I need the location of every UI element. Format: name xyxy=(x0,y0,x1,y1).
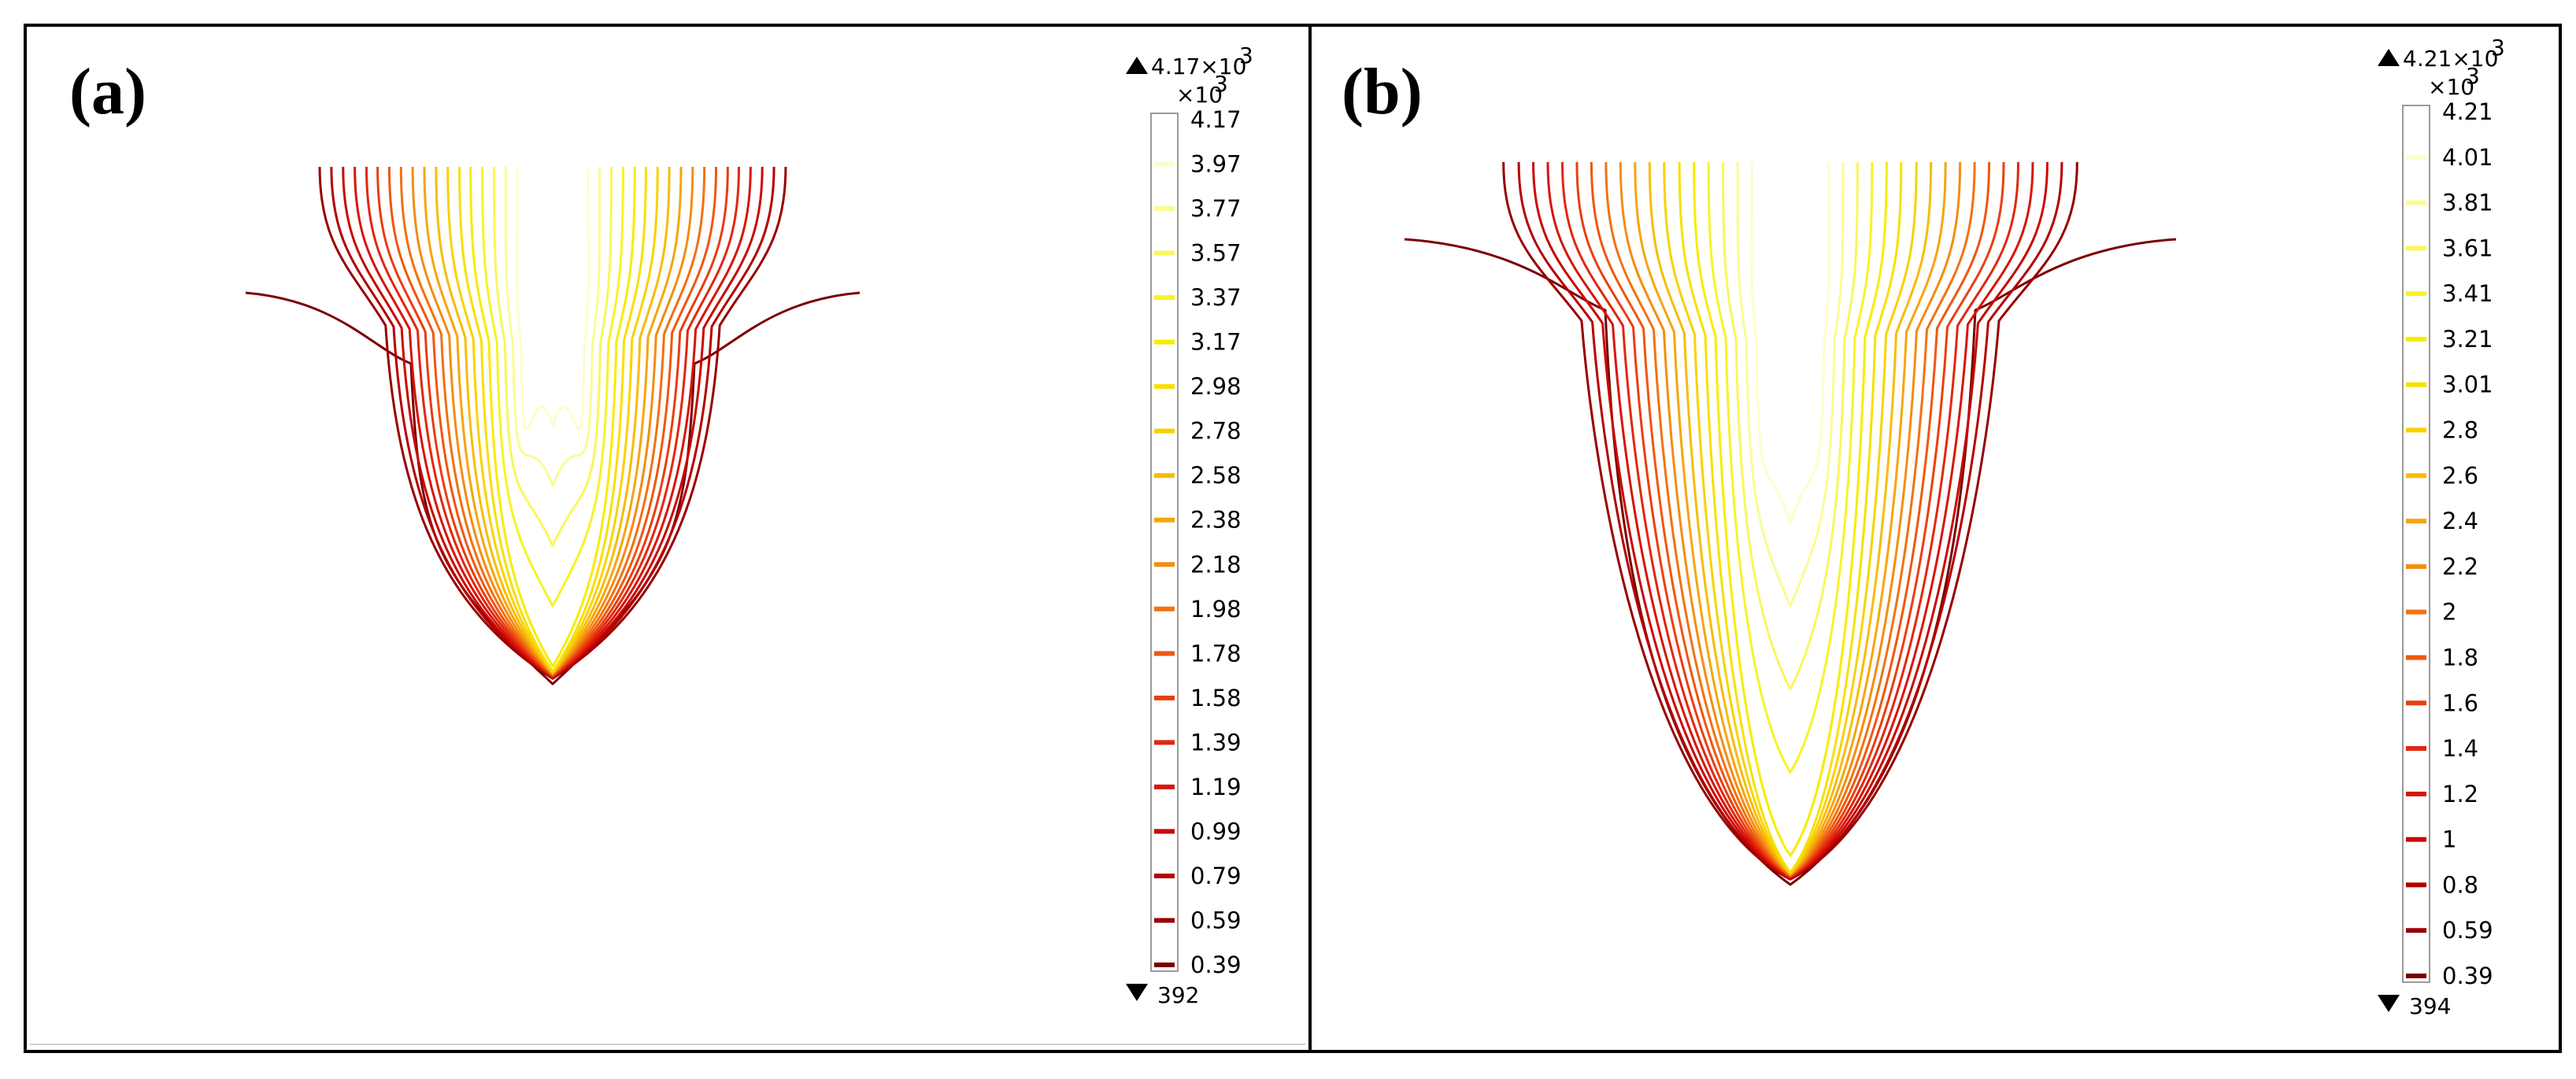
legend-tick-label: 2.4 xyxy=(2442,508,2478,534)
legend-tick-label: 2.78 xyxy=(1190,418,1242,445)
legend-tick-label: 2.18 xyxy=(1190,551,1242,578)
legend-tick-label: 1.58 xyxy=(1190,685,1242,711)
contour-line xyxy=(1722,161,1859,691)
contour-line xyxy=(525,166,580,416)
scale-unit-exponent: 3 xyxy=(1214,71,1228,97)
legend-tick-label: 3.57 xyxy=(1190,240,1242,267)
scale-unit-exponent: 3 xyxy=(2466,63,2480,89)
min-arrow-icon xyxy=(2378,995,2400,1012)
legend-frame xyxy=(1150,113,1179,972)
panel-b: (b) 4.21 4.01 3.81 3.61 3.41 3.21 3.01 2.8 2.6 2.… xyxy=(1308,24,2562,1053)
color-legend: 4.17 3.97 3.77 3.57 3.37 3.17 2.98 2.78 2.58 2.38… xyxy=(1126,42,1253,1008)
max-value-label: 4.21×10 xyxy=(2403,46,2498,72)
legend-frame xyxy=(2402,105,2430,983)
panel-label: (b) xyxy=(1342,55,1423,128)
scale-unit-label: ×10 xyxy=(1176,82,1223,108)
legend-tick-label: 1.98 xyxy=(1190,596,1242,623)
max-arrow-icon xyxy=(2378,49,2400,66)
legend-tick-label: 0.39 xyxy=(2442,963,2493,989)
legend-tick-label: 3.77 xyxy=(1190,195,1242,222)
contour-plot-b: 4.21 4.01 3.81 3.61 3.41 3.21 3.01 2.8 2.6 2.4 2.2… xyxy=(1404,35,2505,1019)
legend-tick-label: 3.17 xyxy=(1190,329,1242,356)
legend-tick-label: 3.21 xyxy=(2442,326,2493,353)
legend-tick-label: 0.99 xyxy=(1190,818,1242,844)
legend-tick-label: 3.97 xyxy=(1190,151,1242,178)
contour-lines xyxy=(245,166,861,685)
legend-tick-label: 2.98 xyxy=(1190,373,1242,400)
contour-line xyxy=(469,166,636,668)
contour-line xyxy=(458,166,647,673)
min-arrow-icon xyxy=(1126,984,1148,1001)
contour-line xyxy=(1663,161,1918,874)
max-value-label: 4.17×10 xyxy=(1151,54,1246,79)
legend-tick-label: 4.17 xyxy=(1190,106,1242,133)
contour-line xyxy=(515,166,590,430)
legend-tick-label: 1.8 xyxy=(2442,644,2478,671)
legend-tick-label: 3.81 xyxy=(2442,190,2493,216)
scale-unit-label: ×10 xyxy=(2428,74,2474,100)
contour-line xyxy=(411,166,694,675)
legend-tick-label: 2.38 xyxy=(1190,507,1242,534)
contour-line xyxy=(1648,161,1933,875)
contour-line xyxy=(1693,161,1888,857)
legend-tick-label: 1.6 xyxy=(2442,689,2478,716)
contour-line xyxy=(387,166,718,677)
legend-tick-label: 3.61 xyxy=(2442,235,2493,261)
frame-divider xyxy=(30,1044,1305,1045)
contour-line xyxy=(446,166,659,674)
contour-line xyxy=(504,166,601,487)
contour-line xyxy=(481,166,624,608)
legend-tick-label: 2.2 xyxy=(2442,553,2478,580)
legend-tick-label: 2.8 xyxy=(2442,417,2478,444)
legend-tick-label: 0.59 xyxy=(1190,907,1242,933)
legend-tick-label: 1.2 xyxy=(2442,781,2478,807)
contour-line xyxy=(1750,161,1830,524)
max-value-exponent: 3 xyxy=(1239,42,1253,68)
contour-line xyxy=(1634,161,1947,876)
legend-tick-label: 2.58 xyxy=(1190,462,1242,489)
max-arrow-icon xyxy=(1126,57,1148,74)
legend-tick-label: 1.4 xyxy=(2442,735,2478,762)
legend-tick-label: 0.8 xyxy=(2442,871,2478,898)
legend-tick-label: 2.6 xyxy=(2442,462,2478,489)
legend-tick-label: 3.41 xyxy=(2442,280,2493,307)
contour-line xyxy=(1404,238,2177,886)
min-value-label: 394 xyxy=(2409,993,2451,1019)
contour-line xyxy=(1678,161,1903,874)
contour-lines xyxy=(1404,161,2177,886)
panel-label: (a) xyxy=(69,55,146,128)
legend-tick-label: 4.01 xyxy=(2442,144,2493,171)
contour-line xyxy=(435,166,671,674)
contour-line xyxy=(399,166,706,676)
legend-tick-label: 1.19 xyxy=(1190,774,1242,800)
legend-tick-label: 2 xyxy=(2442,599,2456,626)
contour-line xyxy=(492,166,613,548)
color-legend: 4.21 4.01 3.81 3.61 3.41 3.21 3.01 2.8 2.6 2.4 2.2… xyxy=(2378,35,2505,1019)
contour-plot-a: 4.17 3.97 3.77 3.57 3.37 3.17 2.98 2.78 2.58 2.38… xyxy=(245,42,1253,1008)
legend-tick-label: 4.21 xyxy=(2442,98,2493,125)
contour-line xyxy=(1736,161,1845,608)
contour-line xyxy=(1707,161,1874,774)
legend-tick-label: 1.78 xyxy=(1190,640,1242,667)
contour-line xyxy=(1763,161,1818,442)
min-value-label: 392 xyxy=(1157,982,1199,1008)
legend-tick-label: 0.39 xyxy=(1190,952,1242,978)
legend-tick-label: 3.01 xyxy=(2442,371,2493,398)
legend-tick-label: 0.79 xyxy=(1190,863,1242,889)
legend-tick-label: 1.39 xyxy=(1190,729,1242,756)
legend-tick-label: 3.37 xyxy=(1190,284,1242,311)
max-value-exponent: 3 xyxy=(2491,35,2505,61)
panel-a: (a) 4.17 3.97 3.77 3.57 3.37 3.17 2.98 2.78 2.58… xyxy=(24,24,1312,1053)
contour-line xyxy=(245,291,861,685)
legend-tick-label: 1 xyxy=(2442,826,2456,853)
contour-line xyxy=(365,166,741,678)
legend-tick-label: 0.59 xyxy=(2442,917,2493,944)
